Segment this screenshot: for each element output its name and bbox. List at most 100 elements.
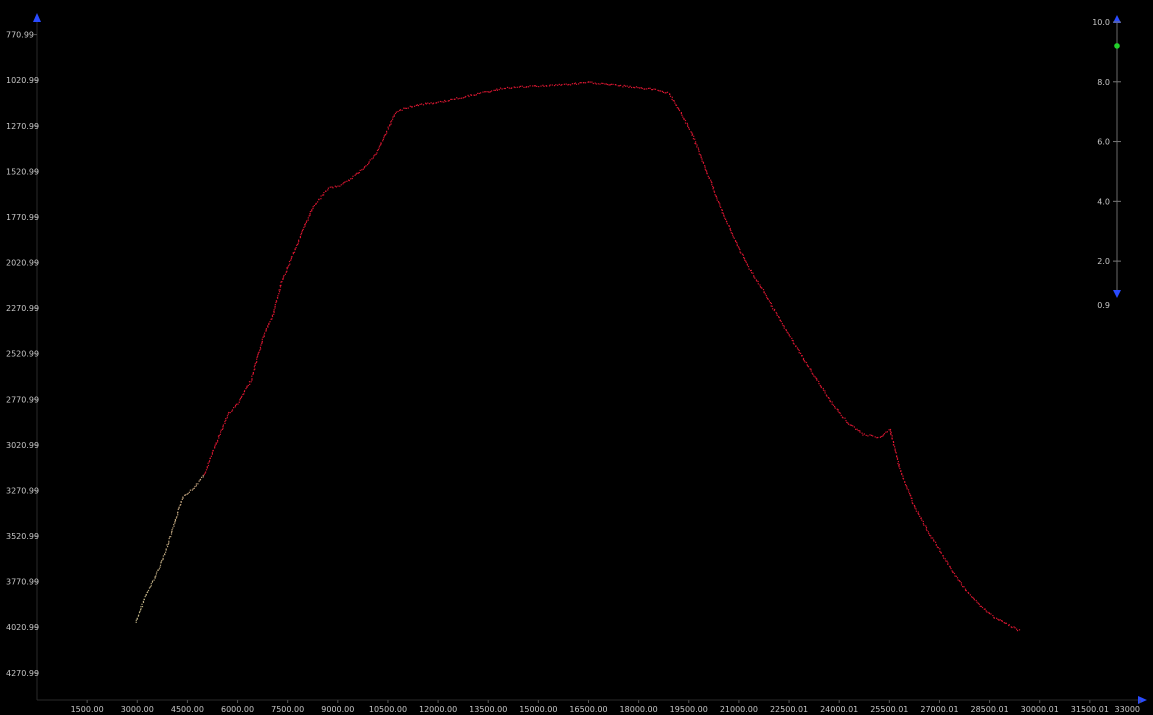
data-point	[1013, 626, 1015, 628]
data-point	[930, 535, 932, 537]
data-point	[283, 275, 285, 277]
data-point	[840, 414, 842, 416]
data-point	[235, 403, 238, 405]
data-point	[557, 84, 559, 86]
data-point	[752, 272, 754, 274]
data-point	[763, 292, 765, 294]
data-point	[838, 411, 840, 414]
data-point	[179, 504, 181, 506]
data-point	[687, 125, 689, 127]
data-point	[450, 98, 452, 100]
data-point	[612, 83, 614, 85]
data-point	[697, 147, 699, 149]
data-point	[206, 466, 208, 468]
data-point	[735, 240, 737, 243]
data-point	[155, 575, 157, 577]
data-point	[204, 472, 206, 474]
data-point	[684, 122, 687, 124]
data-point	[309, 213, 311, 215]
data-point	[610, 83, 612, 85]
x-tick-label: 31500.01	[1071, 705, 1109, 714]
data-point	[968, 592, 970, 594]
data-point	[775, 311, 777, 314]
data-point	[1016, 628, 1018, 630]
data-point	[271, 318, 273, 320]
data-point	[910, 497, 912, 499]
data-point	[732, 236, 734, 238]
data-point	[340, 184, 342, 186]
data-point	[824, 392, 826, 394]
data-point	[872, 435, 874, 437]
data-point	[743, 257, 746, 259]
data-point	[251, 379, 253, 381]
data-point	[765, 294, 767, 297]
data-point	[237, 403, 239, 405]
data-point	[640, 87, 642, 89]
data-point	[137, 615, 139, 617]
data-point	[378, 145, 381, 147]
data-point	[375, 153, 377, 155]
data-point	[757, 283, 759, 285]
data-point	[425, 103, 427, 105]
data-point	[696, 144, 698, 146]
data-point	[261, 342, 263, 345]
data-point	[721, 209, 723, 211]
data-point	[421, 103, 423, 105]
data-point	[741, 253, 744, 255]
data-point	[886, 431, 888, 433]
data-point	[209, 457, 211, 459]
data-point	[959, 580, 961, 583]
data-point	[972, 596, 974, 599]
data-point	[742, 254, 744, 256]
data-point	[957, 579, 959, 581]
data-point	[203, 474, 205, 476]
data-point	[736, 243, 738, 245]
data-point	[701, 160, 703, 162]
data-point	[225, 419, 227, 421]
data-point	[801, 355, 803, 357]
data-point	[246, 385, 248, 387]
data-point	[657, 89, 659, 91]
data-point	[297, 242, 299, 244]
data-point	[671, 96, 673, 98]
data-point	[140, 608, 142, 610]
data-point	[253, 366, 255, 368]
data-point	[710, 179, 712, 181]
y-tick-label: 2020.99	[6, 259, 39, 268]
data-point	[930, 537, 932, 539]
data-point	[973, 599, 975, 601]
data-point	[573, 83, 575, 85]
data-point	[274, 304, 276, 306]
data-point	[691, 132, 693, 134]
data-point	[504, 87, 506, 90]
data-point	[654, 88, 657, 90]
data-point	[368, 161, 370, 163]
data-point	[265, 330, 267, 332]
data-point	[867, 435, 869, 437]
data-point	[148, 587, 151, 589]
data-point	[274, 305, 276, 308]
data-point	[706, 172, 708, 174]
data-point	[776, 313, 778, 315]
data-point	[818, 380, 820, 383]
data-point	[419, 103, 421, 105]
data-point	[211, 452, 213, 454]
data-point	[702, 162, 705, 164]
data-point	[811, 372, 813, 374]
data-point	[743, 257, 745, 259]
data-point	[252, 373, 254, 375]
data-point	[891, 437, 893, 439]
data-point	[182, 497, 184, 499]
data-point	[952, 571, 954, 574]
data-point	[142, 600, 144, 603]
data-point	[208, 461, 210, 463]
data-point	[181, 498, 183, 500]
data-point	[755, 279, 757, 281]
data-point	[373, 155, 375, 157]
data-point	[962, 586, 964, 588]
data-point	[147, 589, 150, 592]
data-point	[178, 506, 180, 508]
data-point	[729, 228, 731, 231]
data-point	[487, 91, 489, 93]
data-point	[307, 219, 309, 221]
